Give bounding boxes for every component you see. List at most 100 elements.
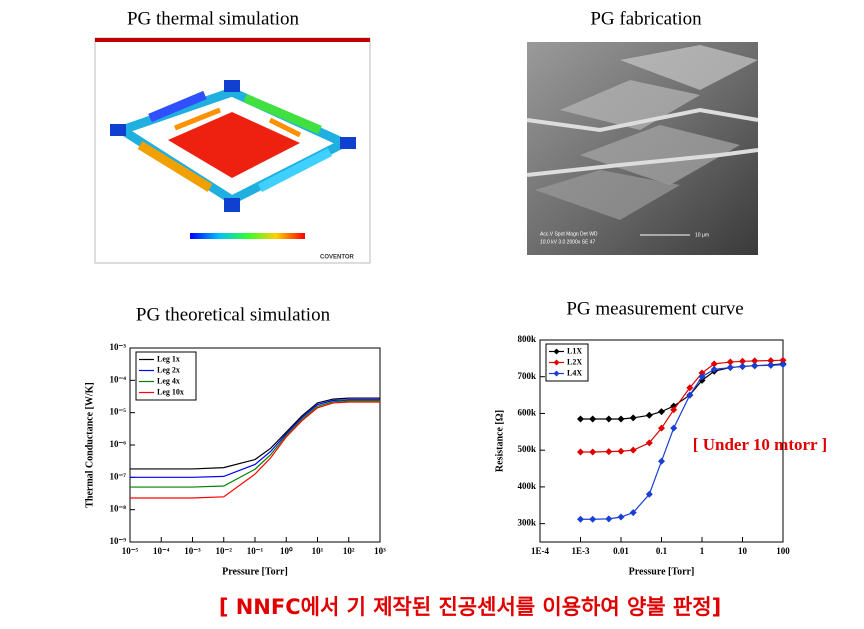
marker [629,414,637,422]
marker [658,424,665,432]
x-tick-label: 10⁻¹ [247,546,264,556]
marker [726,358,734,366]
x-tick-label: 10 [738,546,748,556]
legend-label: Leg 2x [157,365,180,374]
annotation: [ Under 10 mtorr ] [693,435,827,454]
y-tick-label: 10⁻⁷ [110,471,127,481]
marker [617,513,625,521]
sem-info: Acc.V Spot Magn Det WD [540,231,598,237]
x-tick-label: 10² [343,546,355,556]
legend-marker [553,359,560,366]
x-tick-label: 0.01 [613,546,629,556]
marker [617,415,625,423]
y-tick-label: 10⁻⁵ [110,407,127,417]
marker [767,361,775,369]
marker [698,373,706,381]
marker [767,357,775,365]
marker [710,360,718,368]
marker [779,361,787,369]
marker [670,424,678,432]
y-axis-label: Thermal Conductance [W/K] [84,382,95,508]
x-tick-label: 10⁻² [216,546,233,556]
series-line [580,359,784,453]
x-tick-label: 10⁰ [280,546,293,556]
x-tick-label: 10⁻⁵ [122,546,139,556]
series-line [130,400,380,488]
x-tick-label: 10¹ [312,546,324,556]
legend-marker [553,348,560,355]
marker [577,415,584,423]
panel-title: PG fabrication [590,8,702,29]
legend-marker [553,370,560,377]
y-tick-label: 300k [517,518,536,528]
scale-label: 10 μm [695,232,709,238]
legend-label: Leg 1x [157,354,180,363]
y-tick-label: 10⁻⁸ [110,504,127,514]
sem-image: Acc.V Spot Magn Det WD 10.0 kV 3.0 2000x… [526,42,759,255]
series-line [130,397,380,470]
marker [698,369,706,377]
sem-info: 10.0 kV 3.0 2000x SE 47 [540,239,596,245]
x-axis-label: Pressure [Torr] [629,566,695,577]
brand: COVENTOR [320,255,355,261]
x-tick-label: 10⁻⁴ [153,546,170,556]
marker [686,384,694,392]
x-tick-label: 10³ [374,546,386,556]
marker [589,448,597,456]
marker [589,415,597,423]
legend-label: L4X [567,368,582,377]
series-line [580,364,784,520]
x-axis-label: Pressure [Torr] [222,566,288,577]
marker [645,439,653,447]
legend-label: L2X [567,357,582,366]
marker [617,447,625,455]
y-tick-label: 400k [517,481,536,491]
x-tick-label: 1E-4 [531,546,550,556]
legend-label: Leg 10x [157,387,184,396]
marker [645,411,653,419]
marker [739,362,746,370]
marker [605,448,613,456]
y-tick-label: 10⁻⁹ [110,536,127,546]
y-tick-label: 500k [517,444,536,454]
marker [629,446,637,454]
caption: [ NNFC에서 기 제작된 진공센서를 이용하여 양불 판정] [219,595,721,619]
y-tick-label: 10⁻³ [110,342,127,352]
x-tick-label: 1E-3 [572,546,591,556]
legend-label: Leg 4x [157,376,180,385]
chart-title: PG measurement curve [566,298,743,319]
marker [726,364,734,372]
marker [658,408,665,416]
marker [577,448,584,456]
x-tick-label: 100 [776,546,790,556]
panel-title: PG thermal simulation [127,8,300,29]
marker [751,357,759,365]
marker [751,362,759,370]
marker [629,509,637,517]
y-tick-label: 600k [517,408,536,418]
series-line [130,399,380,478]
marker [779,356,787,364]
marker [710,365,718,373]
marker [739,357,746,365]
marker [645,490,653,498]
marker [605,415,613,423]
x-tick-label: 0.1 [656,546,668,556]
marker [589,515,597,523]
x-tick-label: 10⁻³ [184,546,201,556]
y-tick-label: 10⁻⁴ [110,374,127,384]
marker [577,515,584,523]
y-axis-label: Resistance [Ω] [494,410,505,472]
x-tick-label: 1 [700,546,705,556]
thermal-image: COVENTOR [94,37,371,264]
marker [686,391,694,399]
marker [658,457,665,465]
marker [605,515,613,523]
marker [670,406,678,414]
y-tick-label: 800k [517,334,536,344]
y-tick-label: 10⁻⁶ [110,439,127,449]
legend-label: L1X [567,346,582,355]
y-tick-label: 700k [517,371,536,381]
series-line [130,401,380,499]
